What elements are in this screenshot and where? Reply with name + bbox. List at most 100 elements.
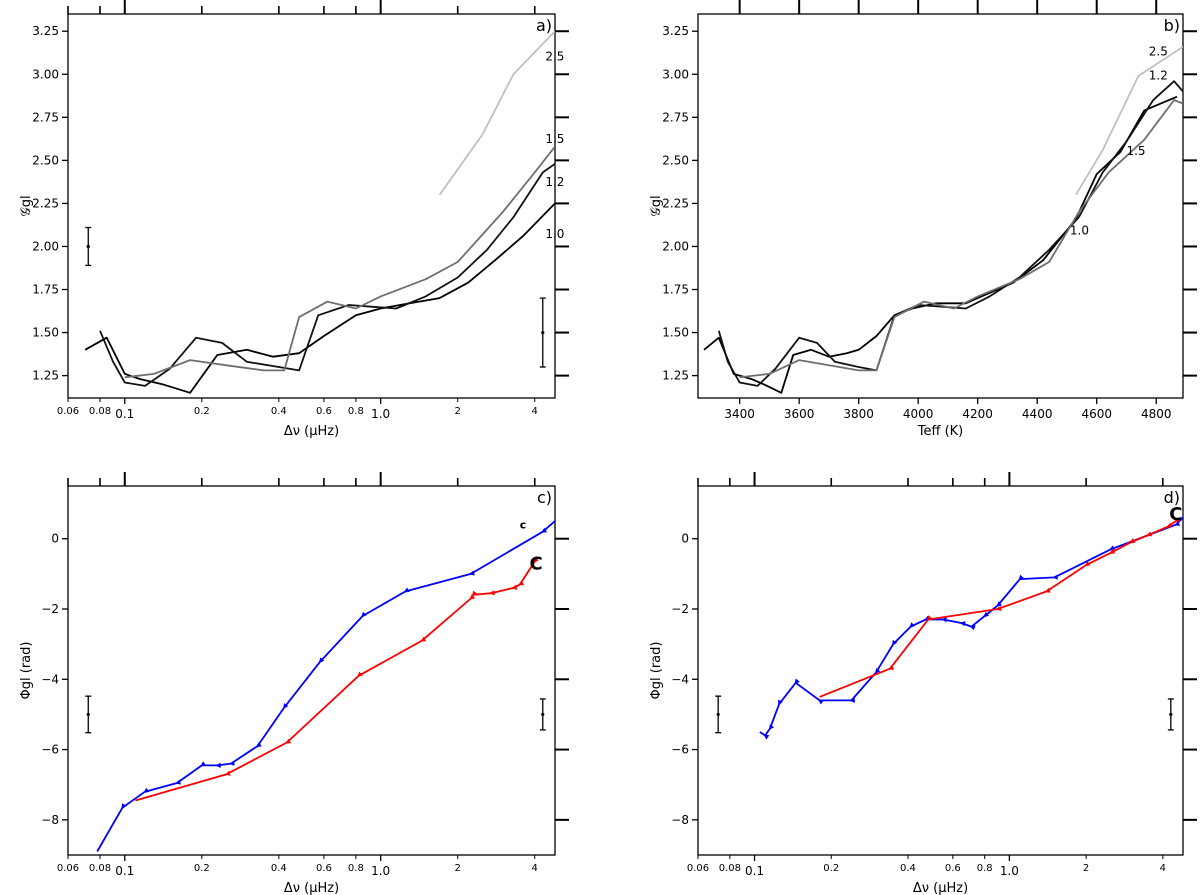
x-tick-label: 3400	[724, 407, 755, 421]
data-layer	[759, 515, 1183, 740]
y-tick-label: −8	[41, 813, 59, 827]
orange-marker: C	[1169, 504, 1182, 525]
x-minor-tick-label: 0.08	[89, 863, 111, 874]
x-tick-label: 4400	[1022, 407, 1053, 421]
series-line-2.5	[1075, 45, 1183, 196]
series-arrow-blue	[909, 622, 915, 628]
x-minor-tick-label: 0.6	[316, 406, 332, 417]
series-arrow-blue	[553, 518, 555, 523]
y-axis-label: Φgl (rad)	[19, 642, 34, 700]
y-tick-label: 1.75	[662, 283, 689, 297]
series-arrow-blue	[763, 734, 770, 740]
series-arrow-red	[1044, 587, 1051, 593]
series-arrow-red	[285, 738, 292, 744]
x-tick-label: 1.0	[1000, 864, 1019, 878]
y-axis-label: 𝒢gl	[649, 195, 664, 216]
series-arrow-blue	[255, 742, 262, 748]
x-minor-tick-label: 0.06	[57, 406, 79, 417]
x-minor-tick-label: 4	[1160, 863, 1166, 874]
panel-a: 1.25 1.50 1.75 2.00 2.25 2.50 2.75 3.00 3.25 0.1 1…	[19, 0, 569, 439]
series-arrow-blue	[768, 724, 775, 731]
series-arrow-blue	[215, 762, 221, 768]
series-arrow-blue	[318, 657, 325, 664]
x-tick-label: 4000	[903, 407, 934, 421]
x-minor-tick-label: 0.8	[348, 863, 364, 874]
axes-frame	[67, 13, 556, 399]
series-arrow-blue	[1052, 574, 1058, 580]
series-arrow-red	[469, 594, 476, 600]
series-arrow-blue	[1174, 521, 1180, 526]
panel-b: 1.25 1.50 1.75 2.00 2.25 2.50 2.75 3.00 3.25 3400…	[649, 0, 1197, 439]
series-line-1.0	[84, 202, 555, 394]
series-arrow-red	[224, 770, 231, 776]
series-arrow-blue	[874, 668, 881, 674]
error-bar-point	[86, 712, 90, 717]
x-minor-tick-label: 0.2	[194, 863, 210, 874]
series-line-2.5	[438, 30, 555, 196]
series-arrow-blue	[361, 611, 367, 618]
panel-label: a)	[536, 16, 552, 35]
series-arrow-blue	[969, 625, 976, 631]
x-minor-tick-label: 0.8	[977, 863, 993, 874]
y-tick-label: 2.50	[32, 153, 59, 167]
panel-d: −8 −6 −4 −2 0 0.1 1.0 0.06 0.08 0.2 0.4 0.6 0.8 2 4 Cd)…	[649, 472, 1197, 895]
curve-label: 1.5	[1126, 144, 1145, 158]
y-tick-label: −4	[41, 672, 59, 686]
series-arrow-red	[511, 584, 518, 590]
series-arrow-blue	[1109, 545, 1115, 551]
data-layer	[96, 518, 555, 852]
y-tick-label: 0	[681, 532, 689, 546]
axes-frame	[697, 13, 1184, 399]
x-axis-label: Δν (μHz)	[913, 881, 968, 895]
series-arrow-red	[1109, 548, 1115, 554]
x-minor-tick-label: 2	[455, 406, 461, 417]
x-axis-label: Δν (μHz)	[284, 881, 339, 895]
x-minor-tick-label: 0.2	[823, 863, 839, 874]
series-arrow-red	[518, 580, 525, 586]
series-arrow-blue	[941, 616, 947, 623]
y-tick-label: 1.50	[32, 326, 59, 340]
series-line-1.5	[739, 99, 1183, 379]
series-arrow-blue	[959, 621, 966, 627]
y-tick-label: 1.75	[32, 283, 59, 297]
series-arrow-blue	[818, 699, 824, 705]
axes-frame	[697, 485, 1184, 856]
panel-label: c)	[537, 488, 552, 507]
x-minor-tick-label: 2	[455, 863, 461, 874]
series-arrow-red	[357, 671, 363, 678]
y-tick-label: −6	[41, 743, 59, 757]
x-minor-tick-label: 0.08	[89, 406, 111, 417]
series-arrow-red	[926, 615, 933, 622]
y-tick-label: −2	[41, 602, 59, 616]
series-arrow-blue	[892, 639, 898, 646]
axes-frame	[67, 485, 556, 856]
y-tick-label: −8	[671, 813, 689, 827]
x-minor-tick-label: 0.6	[316, 863, 332, 874]
x-minor-tick-label: 0.4	[271, 406, 287, 417]
orange-marker: C	[530, 553, 543, 574]
curve-label: 1.0	[1070, 223, 1089, 237]
series-arrow-blue	[794, 678, 800, 685]
y-tick-label: 0	[51, 532, 59, 546]
series-arrow-red	[1146, 531, 1153, 537]
y-tick-label: 2.00	[32, 239, 59, 253]
series-arrow-red	[888, 665, 895, 670]
y-tick-label: −4	[671, 672, 689, 686]
x-minor-tick-label: 0.8	[348, 406, 364, 417]
series-arrow-red	[420, 636, 427, 642]
x-minor-tick-label: 2	[1083, 863, 1089, 874]
y-tick-label: 2.50	[662, 153, 689, 167]
x-minor-tick-label: 0.06	[687, 863, 709, 874]
error-bar-point	[86, 244, 90, 249]
y-axis-label: 𝒢gl	[19, 195, 34, 216]
data-layer	[84, 30, 555, 394]
series-line-1.2	[99, 163, 555, 387]
curve-label: 2.5	[545, 49, 564, 63]
orange-marker: c	[520, 518, 527, 531]
data-layer	[703, 45, 1183, 394]
x-minor-tick-label: 0.4	[271, 863, 287, 874]
y-axis-label: Φgl (rad)	[649, 642, 664, 700]
y-tick-label: 2.75	[32, 110, 59, 124]
y-tick-label: 3.25	[32, 24, 59, 38]
x-axis-label: Δν (μHz)	[284, 424, 339, 439]
